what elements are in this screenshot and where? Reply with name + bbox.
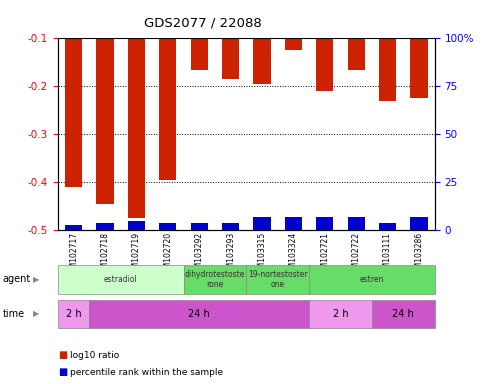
Bar [222,223,239,230]
Text: dihydrotestoste
rone: dihydrotestoste rone [185,270,245,289]
Text: ■: ■ [58,367,67,377]
Text: ▶: ▶ [33,310,40,318]
Bar [411,38,427,98]
Bar [97,38,114,204]
Bar [285,38,302,50]
Text: ▶: ▶ [33,275,40,284]
Bar [379,38,396,101]
Text: 24 h: 24 h [188,309,210,319]
Bar [379,223,396,230]
Bar [159,223,176,230]
Bar [348,217,365,230]
Text: log10 ratio: log10 ratio [70,351,119,360]
Bar [316,38,333,91]
Bar [254,38,270,84]
Bar [411,217,427,230]
Text: 19-nortestoster
one: 19-nortestoster one [248,270,308,289]
Text: percentile rank within the sample: percentile rank within the sample [70,368,223,377]
Bar [97,223,114,230]
Text: time: time [2,309,25,319]
Bar [128,221,145,230]
Text: estradiol: estradiol [104,275,138,284]
Text: ■: ■ [58,350,67,360]
Bar [222,38,239,79]
Text: estren: estren [360,275,384,284]
Bar [159,38,176,180]
Text: 2 h: 2 h [333,309,348,319]
Bar [191,38,208,70]
Text: 2 h: 2 h [66,309,82,319]
Bar [128,38,145,218]
Text: 24 h: 24 h [392,309,414,319]
Text: agent: agent [2,274,30,285]
Bar [316,217,333,230]
Bar [191,223,208,230]
Bar [254,217,270,230]
Bar [348,38,365,70]
Bar [65,225,82,230]
Text: GDS2077 / 22088: GDS2077 / 22088 [144,16,262,29]
Bar [65,38,82,187]
Bar [285,217,302,230]
